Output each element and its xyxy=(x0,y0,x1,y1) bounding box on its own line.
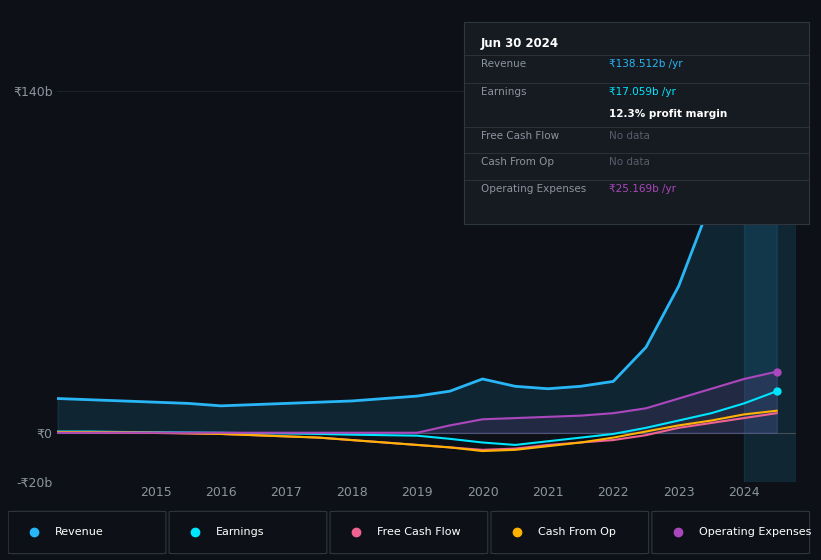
Text: Free Cash Flow: Free Cash Flow xyxy=(481,131,559,141)
Text: Jun 30 2024: Jun 30 2024 xyxy=(481,36,559,49)
Text: ₹17.059b /yr: ₹17.059b /yr xyxy=(608,87,676,97)
FancyBboxPatch shape xyxy=(330,511,488,554)
Bar xyxy=(744,78,796,482)
Text: No data: No data xyxy=(608,157,649,167)
Text: Revenue: Revenue xyxy=(55,527,103,537)
Text: Cash From Op: Cash From Op xyxy=(538,527,616,537)
Text: Revenue: Revenue xyxy=(481,59,526,69)
Text: No data: No data xyxy=(608,131,649,141)
Text: Cash From Op: Cash From Op xyxy=(481,157,554,167)
Text: ₹25.169b /yr: ₹25.169b /yr xyxy=(608,184,676,194)
Text: Earnings: Earnings xyxy=(481,87,526,97)
Text: Free Cash Flow: Free Cash Flow xyxy=(377,527,461,537)
Text: ₹138.512b /yr: ₹138.512b /yr xyxy=(608,59,682,69)
FancyBboxPatch shape xyxy=(491,511,649,554)
Text: Earnings: Earnings xyxy=(216,527,264,537)
Text: Operating Expenses: Operating Expenses xyxy=(699,527,811,537)
Text: 12.3% profit margin: 12.3% profit margin xyxy=(608,109,727,119)
FancyBboxPatch shape xyxy=(8,511,166,554)
FancyBboxPatch shape xyxy=(652,511,810,554)
FancyBboxPatch shape xyxy=(169,511,327,554)
Text: Operating Expenses: Operating Expenses xyxy=(481,184,586,194)
